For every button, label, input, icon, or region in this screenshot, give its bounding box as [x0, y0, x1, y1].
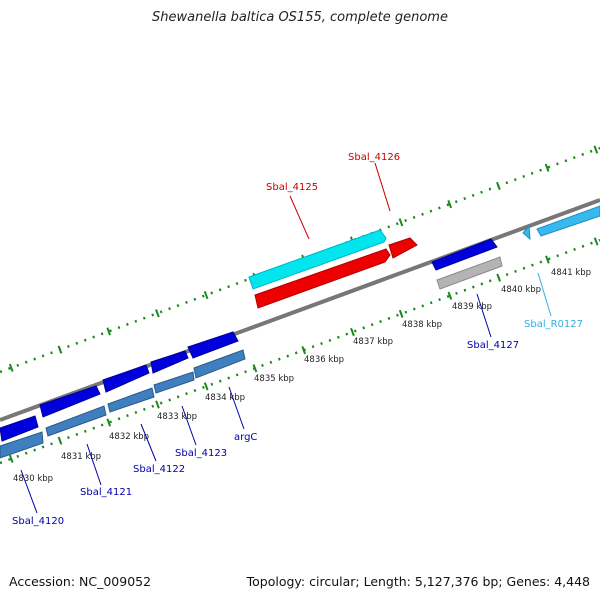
inner-major-tick [447, 291, 453, 300]
gene-labels: Sbal_4126 Sbal_4125 Sbal_4127 Sbal_R0127… [12, 152, 583, 527]
inner-major-tick [106, 418, 112, 427]
tick-label: 4838 kbp [402, 320, 442, 330]
outer-major-tick [57, 345, 63, 354]
cds-sbal-4127-grey [436, 256, 503, 290]
outer-major-tick [155, 309, 160, 318]
inner-major-tick [350, 327, 355, 337]
cds-light-blue-right [536, 205, 600, 237]
inner-tick-ring [0, 238, 600, 465]
cds-sbal-4126 [388, 237, 418, 259]
gene-label-sbal-4120: Sbal_4120 [12, 516, 64, 527]
cds-sbal-4127 [431, 238, 498, 271]
inner-major-tick [203, 382, 209, 391]
tick-label: 4835 kbp [254, 374, 294, 384]
outer-major-tick [8, 363, 14, 372]
cds-sbal-4125-reverse [254, 248, 391, 309]
tick-label: 4832 kbp [109, 432, 149, 442]
tick-label: 4841 kbp [551, 268, 591, 278]
gene-label-argc: argC [234, 432, 257, 443]
accession-text: Accession: NC_009052 [9, 574, 152, 589]
gene-label-sbal-4127: Sbal_4127 [467, 340, 519, 351]
gene-label-sbal-r0127: Sbal_R0127 [524, 319, 583, 330]
tick-label: 4833 kbp [157, 412, 197, 422]
inner-major-tick [593, 237, 599, 246]
outer-major-tick [398, 218, 404, 227]
topology-text: Topology: circular; Length: 5,127,376 bp… [246, 574, 590, 589]
inner-major-ticks [8, 237, 599, 463]
gene-label-sbal-4125: Sbal_4125 [266, 182, 318, 193]
outer-major-tick [593, 145, 599, 154]
map-title: Shewanella baltica OS155, complete genom… [152, 10, 448, 25]
gene-label-sbal-4126: Sbal_4126 [348, 152, 400, 163]
tick-label: 4837 kbp [353, 337, 393, 347]
inner-major-tick [8, 454, 14, 463]
callout-lines [20, 162, 552, 514]
cds-blue-row [0, 331, 239, 442]
outer-major-tick [544, 163, 550, 172]
tick-label: 4831 kbp [61, 452, 101, 462]
cds-sbal-r0127 [522, 224, 531, 241]
tick-labels: 4830 kbp 4831 kbp 4832 kbp 4833 kbp 4834… [13, 268, 591, 484]
outer-major-tick [496, 181, 501, 191]
tick-label: 4836 kbp [304, 355, 344, 365]
outer-major-ticks [8, 145, 599, 372]
outer-major-tick [203, 290, 209, 300]
inner-major-tick [252, 364, 258, 373]
genome-backbone [0, 198, 600, 422]
gene-label-sbal-4121: Sbal_4121 [80, 487, 132, 498]
tick-label: 4830 kbp [13, 474, 53, 484]
inner-major-tick [301, 346, 307, 355]
inner-major-tick [496, 273, 502, 282]
inner-major-tick [398, 309, 404, 318]
tick-label: 4834 kbp [205, 393, 245, 403]
tick-label: 4839 kbp [452, 302, 492, 312]
tick-label: 4840 kbp [501, 285, 541, 295]
gene-label-sbal-4123: Sbal_4123 [175, 448, 227, 459]
inner-major-tick [545, 255, 550, 264]
inner-major-tick [57, 436, 63, 445]
inner-major-tick [155, 400, 160, 409]
cds-sbal-4125-forward [248, 229, 387, 290]
cds-steel-row [0, 349, 246, 459]
outer-major-tick [106, 327, 112, 336]
outer-major-tick [447, 200, 453, 209]
gene-label-sbal-4122: Sbal_4122 [133, 464, 185, 475]
